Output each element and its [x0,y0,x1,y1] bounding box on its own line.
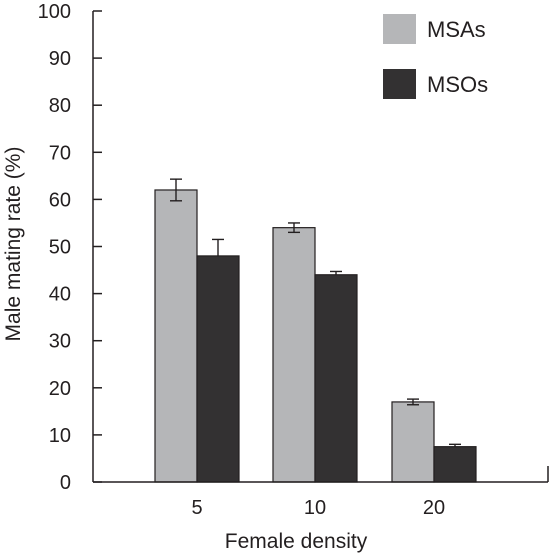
legend-swatch-msas [383,14,416,44]
x-tick-label: 20 [423,497,445,519]
bar-msos-20 [433,446,477,483]
bar-msas-20 [391,401,435,483]
y-axis-ticks: 0 10 20 30 40 50 60 70 80 90 100 [38,1,102,494]
y-tick-label: 0 [60,472,71,494]
bar-msos-10 [314,274,358,483]
error-bars [170,178,461,447]
y-axis-label: Male mating rate (%) [2,147,25,342]
y-tick-label: 10 [49,425,71,447]
bar-msas-10 [272,227,316,483]
legend-label-msos: MSOs [427,72,488,97]
x-axis-tick-labels: 5 10 20 [191,497,445,519]
legend-swatch-msos [383,69,416,99]
bar-msas-5 [154,189,198,483]
y-tick-label: 80 [49,95,71,117]
x-axis-label: Female density [225,530,368,553]
y-tick-label: 90 [49,48,71,70]
y-tick-label: 70 [49,142,71,164]
x-tick-label: 5 [191,497,202,519]
bar-msos-5 [196,255,240,483]
legend: MSAs MSOs [383,14,488,99]
y-tick-label: 50 [49,237,71,259]
y-tick-label: 100 [38,1,71,23]
y-tick-label: 40 [49,284,71,306]
legend-label-msas: MSAs [427,17,486,42]
x-tick-label: 10 [304,497,326,519]
y-tick-label: 60 [49,189,71,211]
bars [154,189,477,483]
y-tick-label: 20 [49,378,71,400]
y-tick-label: 30 [49,331,71,353]
